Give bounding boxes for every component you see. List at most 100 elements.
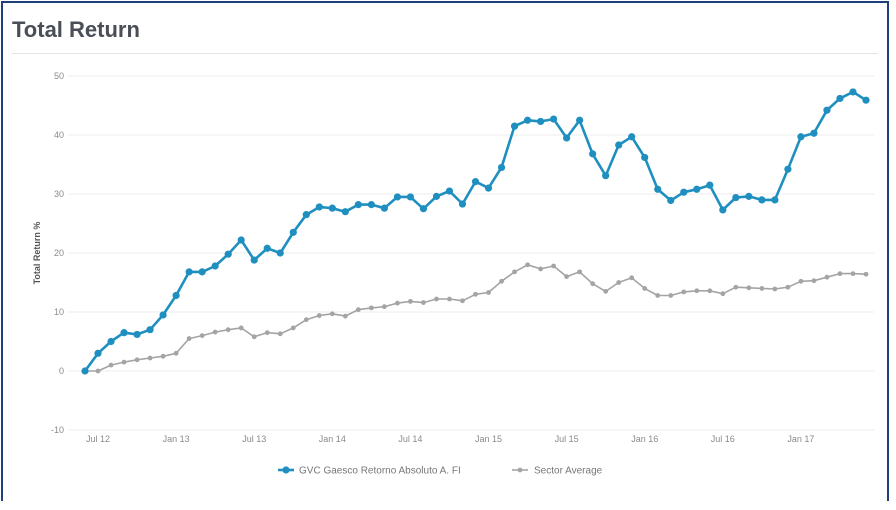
y-axis-ticks: -10 0 10 20 30 40 50 [51,71,64,435]
fund-data-point [302,211,310,219]
fund-data-point [133,330,141,339]
fund-data-point [406,193,415,201]
sector-data-point [290,325,296,331]
sector-data-point [642,286,648,291]
sector-data-point [316,313,322,318]
legend-fund-swatch-marker[interactable] [282,466,290,474]
sector-data-point [212,329,218,335]
sector-data-point [603,288,609,294]
fund-data-point [706,181,714,189]
fund-data-point [667,196,675,205]
sector-data-point [134,357,140,363]
sector-data-point [381,304,387,310]
fund-data-point [497,163,506,172]
sector-data-point [225,327,231,333]
sector-data-point [499,278,504,284]
sector-data-point [655,293,661,298]
legend-sector-swatch-marker[interactable] [517,467,523,473]
sector-data-point [746,285,752,291]
sector-data-point [837,271,843,277]
fund-data-point [536,117,545,126]
fund-data-point [419,205,428,213]
x-tick-label: Jan 15 [475,434,502,444]
fund-data-point [159,311,167,319]
sector-data-point [421,300,426,305]
fund-data-point [367,201,375,209]
fund-data-point [810,129,818,137]
fund-data-point [315,203,323,211]
fund-data-point [680,188,688,196]
x-tick-label: Jul 14 [398,434,422,444]
legend[interactable]: GVC Gaesco Retorno Absoluto A. FI Sector … [278,466,603,477]
sector-data-point [564,274,570,279]
fund-data-point [797,133,805,141]
legend-sector-label[interactable]: Sector Average [534,466,603,477]
sector-data-point [824,274,830,280]
sector-data-point [720,291,726,297]
sector-data-point [629,275,635,281]
fund-data-point [289,228,297,236]
fund-data-point [172,291,180,300]
fund-data-point [484,184,493,192]
sector-data-point [368,305,374,311]
fund-data-point [224,250,232,258]
fund-data-point [693,185,701,193]
sector-data-point [798,278,804,284]
sector-data-point [863,271,869,277]
fund-data-point [146,326,154,334]
sector-data-point [460,298,465,304]
fund-data-point [380,204,388,212]
fund-data-point [862,96,870,104]
x-tick-label: Jul 13 [242,434,266,444]
x-tick-label: Jul 12 [86,434,110,444]
chart-title: Total Return [12,17,140,42]
fund-data-point [263,244,271,252]
sector-data-point [108,362,114,368]
fund-data-point [393,193,401,201]
chart-panel: Total Return [1,1,889,501]
x-tick-label: Jan 16 [631,434,658,444]
sector-data-point [616,280,622,285]
sector-data-point [850,271,856,277]
sector-data-point [160,353,166,359]
fund-data-point [432,192,441,200]
fund-data-point [276,249,284,257]
fund-data-point [471,178,480,186]
sector-data-point [733,284,739,290]
fund-data-point [628,133,636,141]
sector-data-point [199,333,205,338]
fund-data-point [576,116,584,124]
fund-data-point [211,262,219,270]
fund-data-point [563,134,571,142]
fund-data-point [615,141,623,149]
sector-data-point [147,355,153,361]
title-divider [12,53,878,54]
x-tick-label: Jan 17 [787,434,814,444]
fund-data-point [784,165,792,173]
sector-data-point [473,291,478,297]
fund-data-point [849,88,857,96]
legend-fund-label[interactable]: GVC Gaesco Retorno Absoluto A. FI [299,466,461,477]
fund-data-point [81,367,89,375]
fund-series-line [83,90,867,372]
fund-data-point [354,201,362,209]
sector-data-point [538,266,543,272]
fund-data-point [94,349,102,357]
sector-data-point [590,281,596,287]
sector-data-point [785,284,791,290]
x-tick-label: Jul 16 [711,434,735,444]
sector-data-point [264,330,270,336]
y-tick-label: 20 [54,248,64,258]
y-tick-label: -10 [51,425,64,435]
sector-data-point [395,300,400,306]
x-tick-label: Jan 13 [163,434,190,444]
y-tick-label: 40 [54,130,64,140]
sector-data-point [525,262,530,268]
y-tick-label: 10 [54,307,64,317]
fund-data-point [120,329,128,337]
sector-data-point [186,336,192,341]
sector-data-point [577,269,583,275]
y-tick-label: 0 [59,366,64,376]
fund-data-point [758,196,766,204]
